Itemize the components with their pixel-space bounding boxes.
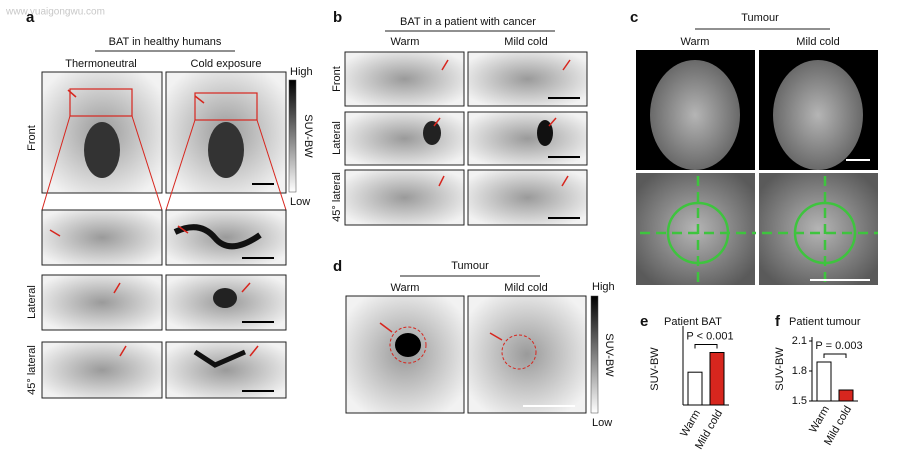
colorbar-low: Low: [290, 196, 310, 208]
bar: [816, 361, 832, 402]
panel-label: f: [775, 313, 781, 330]
annotation: P = 0.003: [815, 340, 862, 352]
column-label: Mild cold: [504, 36, 547, 48]
row-label: 45° lateral: [331, 172, 343, 222]
colorbar: [288, 79, 297, 193]
row-label: 45° lateral: [26, 345, 38, 395]
watermark: www.yuaigongwu.com: [5, 7, 105, 18]
colorbar-high: High: [290, 66, 313, 78]
row-label: Lateral: [26, 285, 38, 319]
significance-bracket: [694, 344, 718, 349]
row-label: Front: [331, 66, 343, 92]
row-label: Lateral: [331, 121, 343, 155]
y-tick-label: 1.8: [792, 365, 807, 377]
y-axis-label: SUV-BW: [774, 347, 786, 391]
chart-title: Patient tumour: [789, 316, 861, 328]
y-tick-label: 1.5: [792, 395, 807, 407]
y-axis-label: SUV-BW: [649, 347, 661, 391]
column-label: Cold exposure: [191, 58, 262, 70]
colorbar-low: Low: [592, 417, 612, 429]
annotation: P < 0.001: [686, 330, 733, 342]
column-label: Mild cold: [504, 282, 547, 294]
column-label: Thermoneutral: [65, 58, 137, 70]
colorbar-high: High: [592, 281, 615, 293]
panel-title: Tumour: [451, 260, 489, 272]
colorbar-label: SUV-BW: [603, 333, 615, 377]
pet-images: [344, 51, 588, 226]
column-label: Warm: [681, 36, 710, 48]
significance-bracket: [823, 353, 847, 358]
y-tick-label: 2.1: [792, 335, 807, 347]
column-label: Warm: [391, 36, 420, 48]
panel-title: Tumour: [741, 12, 779, 24]
panel-title: BAT in healthy humans: [109, 36, 222, 48]
colorbar-label: SUV-BW: [302, 114, 314, 158]
chart-title: Patient BAT: [664, 316, 722, 328]
bar: [838, 389, 854, 402]
panel-label: a: [26, 9, 35, 26]
panel-label: b: [333, 9, 342, 26]
pet-images: [345, 295, 587, 414]
pet-images: [41, 71, 287, 399]
column-label: Mild cold: [796, 36, 839, 48]
colorbar: [590, 295, 599, 414]
panel-label: e: [640, 313, 648, 330]
panel-label: d: [333, 258, 342, 275]
row-label: Front: [26, 125, 38, 151]
bar: [709, 352, 725, 406]
bar: [687, 371, 703, 406]
column-label: Warm: [391, 282, 420, 294]
ct-images: [636, 50, 878, 285]
panel-title: BAT in a patient with cancer: [400, 16, 536, 28]
panel-label: c: [630, 9, 638, 26]
